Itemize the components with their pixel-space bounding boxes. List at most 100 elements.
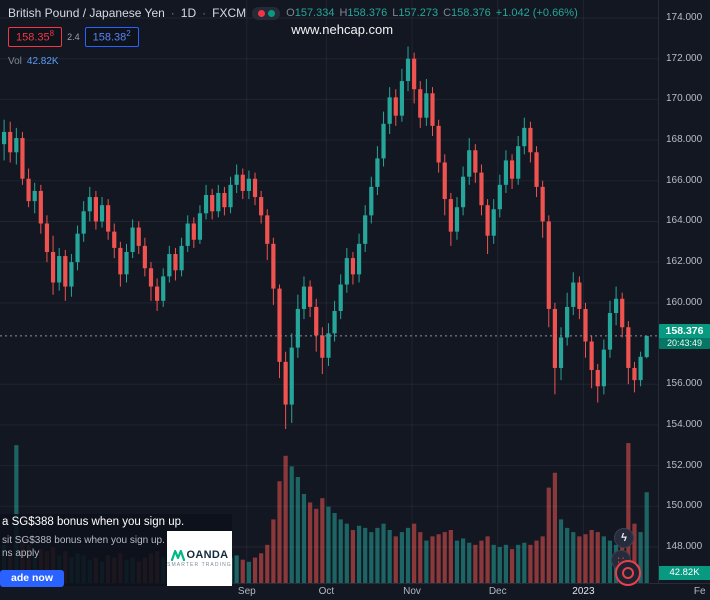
- trade-now-button[interactable]: ade now: [0, 570, 65, 587]
- volume-bar: [320, 498, 325, 583]
- price-tick-label: 152.000: [666, 459, 703, 471]
- candle-body: [632, 367, 637, 381]
- candle-body: [57, 256, 62, 283]
- candle-body: [565, 306, 570, 338]
- volume-bar: [350, 530, 356, 583]
- ad-headline: a SG$388 bonus when you sign up.: [0, 514, 232, 531]
- candle-body: [509, 160, 515, 179]
- volume-bar: [534, 540, 539, 583]
- volume-bar: [638, 532, 643, 583]
- symbol-toggle[interactable]: [252, 6, 281, 20]
- high-label: H: [339, 7, 348, 19]
- candle-body: [93, 197, 98, 222]
- volume-bar: [436, 534, 441, 583]
- exchange-label[interactable]: FXCM: [212, 6, 247, 20]
- price-tick-label: 168.000: [666, 134, 703, 146]
- candle-body: [222, 192, 227, 208]
- volume-bar: [240, 559, 245, 583]
- candle-body: [197, 213, 203, 240]
- candle-body: [130, 227, 135, 252]
- volume-bar: [479, 540, 484, 583]
- candle-body: [50, 251, 56, 283]
- candle-body: [638, 356, 643, 381]
- ad-banner[interactable]: a SG$388 bonus when you sign up. sit SG$…: [0, 514, 232, 587]
- candle-body: [546, 221, 551, 309]
- volume-bar: [571, 532, 576, 583]
- low-label: L: [392, 7, 399, 19]
- candle-body: [112, 231, 117, 248]
- volume-bar: [626, 443, 631, 583]
- candle-body: [424, 93, 429, 118]
- price-axis[interactable]: 158.376 20:43:49 42.82K 174.000 172.000 17…: [658, 0, 710, 583]
- high-value: 158.376: [347, 7, 388, 19]
- volume-bar: [461, 538, 466, 583]
- price-tick-label: 160.000: [666, 296, 703, 308]
- time-axis[interactable]: Sep Oct Nov Dec 2023 Fe: [0, 583, 710, 600]
- symbol-title[interactable]: British Pound / Japanese Yen: [8, 6, 165, 20]
- candle-body: [356, 243, 362, 275]
- candle-body: [540, 186, 545, 222]
- record-rings-icon[interactable]: [615, 560, 641, 586]
- candle-body: [620, 298, 625, 328]
- candle-body: [8, 131, 13, 153]
- candle-body: [454, 207, 460, 232]
- time-tick-label: 2023: [572, 586, 595, 597]
- volume-bar: [387, 530, 392, 583]
- candle-body: [118, 247, 123, 275]
- price-tick-label: 174.000: [666, 12, 703, 23]
- oanda-logo-box[interactable]: OANDA SMARTER TRADING: [166, 531, 232, 586]
- volume-bar: [265, 544, 270, 583]
- candle-body: [185, 223, 190, 246]
- volume-bar: [344, 523, 349, 583]
- volume-bar: [246, 561, 251, 583]
- candle-body: [369, 186, 374, 216]
- volume-bar: [234, 555, 239, 583]
- volume-bar: [552, 472, 557, 583]
- volume-bar: [467, 542, 472, 583]
- interval-label[interactable]: 1D: [180, 6, 197, 20]
- candle-body: [234, 174, 239, 185]
- candle-body: [289, 347, 294, 405]
- candle-body: [136, 227, 141, 246]
- volume-bar: [522, 542, 527, 583]
- candle-body: [252, 178, 258, 198]
- candle-body: [363, 215, 368, 244]
- candle-body: [106, 205, 111, 232]
- buy-button[interactable]: 158.382: [84, 27, 139, 47]
- volume-bar: [375, 527, 380, 583]
- candle-body: [326, 333, 331, 358]
- price-tick-label: 166.000: [666, 174, 703, 186]
- candle-body: [571, 282, 576, 307]
- candle-body: [442, 162, 447, 200]
- time-tick-label: Sep: [237, 586, 256, 597]
- close-value: 158.376: [451, 7, 491, 19]
- candle-body: [387, 97, 392, 124]
- lightning-icon[interactable]: ϟ: [614, 528, 634, 548]
- volume-readout: Vol 42.82K: [8, 56, 578, 67]
- candle-body: [161, 276, 166, 301]
- candle-body: [295, 308, 300, 348]
- last-price-value: 158.376: [665, 324, 704, 337]
- sell-button[interactable]: 158.358: [8, 27, 63, 47]
- candle-body: [191, 223, 196, 240]
- candle-body: [20, 138, 25, 179]
- candle-body: [614, 298, 619, 314]
- candle-body: [99, 205, 105, 222]
- candle-body: [75, 233, 80, 263]
- candle-body: [595, 369, 600, 387]
- candle-body: [246, 178, 251, 191]
- volume-bar: [503, 544, 509, 583]
- candle-body: [491, 209, 496, 236]
- price-tick-label: 172.000: [666, 52, 703, 64]
- price-chart[interactable]: www.nehcap.com British Pound / Japanese …: [0, 0, 658, 583]
- volume-bar: [540, 536, 545, 583]
- candle-body: [350, 258, 356, 275]
- volume-bar: [259, 553, 264, 583]
- candle-body: [461, 176, 466, 208]
- price-tick-label: 164.000: [666, 215, 703, 227]
- volume-bar: [308, 502, 313, 583]
- watermark: www.nehcap.com: [291, 22, 394, 37]
- price-tick-label: 150.000: [666, 500, 703, 512]
- chart-legend: British Pound / Japanese Yen · 1D · FXCM…: [8, 6, 578, 67]
- volume-bar: [565, 527, 570, 583]
